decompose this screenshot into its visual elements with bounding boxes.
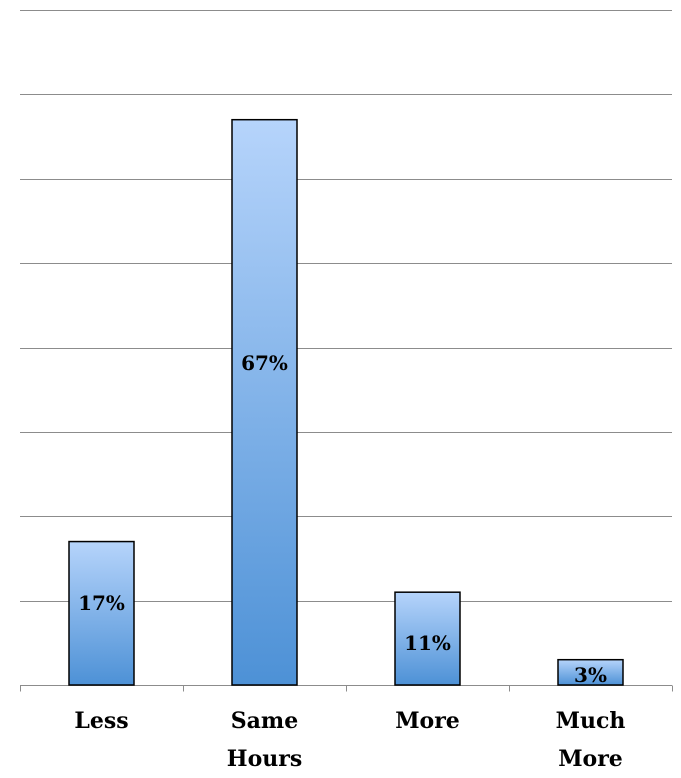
data-label-2: 11% (404, 631, 451, 655)
bar-2 (394, 591, 461, 686)
bars (68, 118, 624, 686)
bar-3 (557, 658, 624, 686)
gridlines (20, 10, 672, 602)
category-label-3: Much More (556, 708, 626, 772)
bar-1 (231, 118, 298, 686)
data-label-3: 3% (574, 663, 607, 687)
category-labels: Less Same Hours More Much More (74, 708, 625, 772)
bar-0 (68, 540, 135, 686)
category-label-0: Less (74, 708, 128, 734)
data-labels: 17% 67% 11% 3% (78, 351, 607, 687)
data-label-1: 67% (241, 351, 288, 375)
category-label-1: Same Hours (227, 708, 302, 772)
data-label-0: 17% (78, 591, 125, 615)
category-label-2: More (395, 708, 460, 734)
